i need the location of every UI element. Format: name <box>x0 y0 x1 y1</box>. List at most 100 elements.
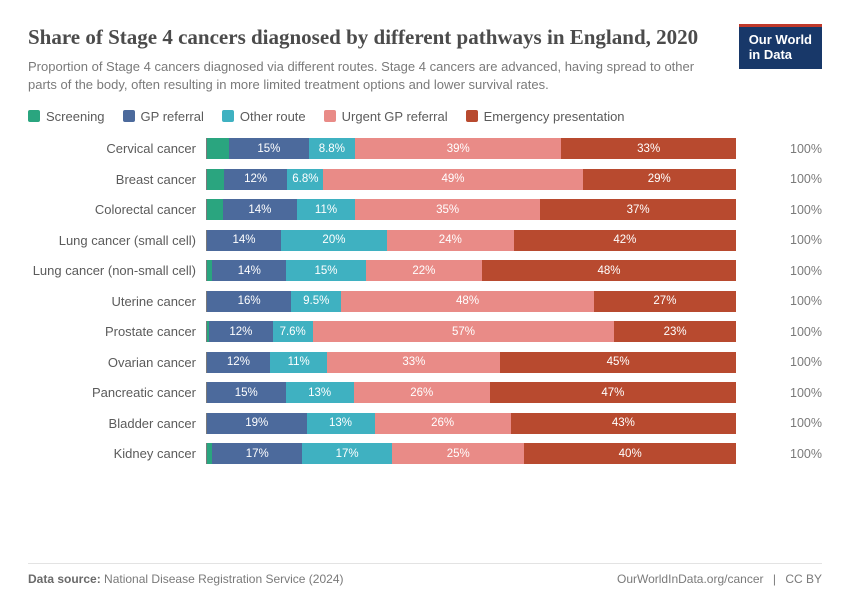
row-label: Colorectal cancer <box>28 202 206 217</box>
legend-swatch <box>324 110 336 122</box>
bar-segment-other: 13% <box>286 382 354 403</box>
bar-segment-urgent: 57% <box>313 321 615 342</box>
bar-segment-other: 11% <box>297 199 355 220</box>
stacked-bar: 12%7.6%57%23% <box>206 321 736 342</box>
stacked-bar: 12%6.8%49%29% <box>206 169 736 190</box>
chart-row: Kidney cancer17%17%25%40%100% <box>28 439 822 470</box>
bar-segment-other: 6.8% <box>287 169 323 190</box>
bar-area: 14%15%22%48% <box>206 260 772 281</box>
bar-segment-screening <box>207 138 229 159</box>
title-block: Share of Stage 4 cancers diagnosed by di… <box>28 24 739 95</box>
chart-title: Share of Stage 4 cancers diagnosed by di… <box>28 24 719 50</box>
bar-segment-gp: 16% <box>207 291 291 312</box>
bar-segment-emergency: 48% <box>482 260 736 281</box>
chart-subtitle: Proportion of Stage 4 cancers diagnosed … <box>28 58 719 94</box>
header: Share of Stage 4 cancers diagnosed by di… <box>28 24 822 95</box>
row-total: 100% <box>772 447 822 461</box>
bar-area: 15%8.8%39%33% <box>206 138 772 159</box>
stacked-bar-chart: Cervical cancer15%8.8%39%33%100%Breast c… <box>28 134 822 470</box>
bar-segment-gp: 15% <box>229 138 308 159</box>
logo-line-1: Our World <box>749 33 812 48</box>
legend-label: Other route <box>240 109 306 124</box>
chart-row: Colorectal cancer14%11%35%37%100% <box>28 195 822 226</box>
chart-row: Lung cancer (small cell)14%20%24%42%100% <box>28 225 822 256</box>
row-total: 100% <box>772 203 822 217</box>
row-label: Bladder cancer <box>28 416 206 431</box>
stacked-bar: 16%9.5%48%27% <box>206 291 736 312</box>
bar-area: 19%13%26%43% <box>206 413 772 434</box>
source-label: Data source: <box>28 572 101 586</box>
bar-segment-gp: 12% <box>207 352 270 373</box>
row-label: Uterine cancer <box>28 294 206 309</box>
bar-segment-other: 17% <box>302 443 392 464</box>
row-label: Pancreatic cancer <box>28 385 206 400</box>
bar-segment-emergency: 37% <box>540 199 736 220</box>
chart-row: Pancreatic cancer15%13%26%47%100% <box>28 378 822 409</box>
bar-segment-urgent: 22% <box>366 260 482 281</box>
bar-segment-gp: 14% <box>223 199 297 220</box>
license: CC BY <box>785 572 822 586</box>
bar-area: 17%17%25%40% <box>206 443 772 464</box>
bar-segment-other: 11% <box>270 352 328 373</box>
legend-item: Urgent GP referral <box>324 109 448 124</box>
bar-area: 12%7.6%57%23% <box>206 321 772 342</box>
bar-segment-gp: 19% <box>207 413 307 434</box>
bar-segment-emergency: 42% <box>514 230 736 251</box>
chart-row: Breast cancer12%6.8%49%29% 100% <box>28 164 822 195</box>
legend-label: Screening <box>46 109 105 124</box>
stacked-bar: 14%15%22%48% <box>206 260 736 281</box>
bar-segment-screening <box>207 199 223 220</box>
legend-label: Emergency presentation <box>484 109 625 124</box>
row-label: Breast cancer <box>28 172 206 187</box>
legend-item: Emergency presentation <box>466 109 625 124</box>
row-total: 100% <box>772 416 822 430</box>
bar-segment-emergency: 40% <box>524 443 736 464</box>
row-total: 100% <box>772 142 822 156</box>
chart-row: Prostate cancer12%7.6%57%23%100% <box>28 317 822 348</box>
bar-area: 14%20%24%42% <box>206 230 772 251</box>
row-total: 100% <box>772 264 822 278</box>
bar-segment-screening <box>207 169 224 190</box>
chart-row: Cervical cancer15%8.8%39%33% 100% <box>28 134 822 165</box>
bar-segment-other: 7.6% <box>273 321 313 342</box>
bar-segment-emergency: 33% <box>561 138 736 159</box>
stacked-bar: 19%13%26%43% <box>206 413 736 434</box>
data-source: Data source: National Disease Registrati… <box>28 572 344 586</box>
bar-area: 14%11%35%37% <box>206 199 772 220</box>
bar-segment-other: 20% <box>281 230 387 251</box>
legend: Screening GP referral Other route Urgent GP… <box>28 109 822 124</box>
legend-label: Urgent GP referral <box>342 109 448 124</box>
row-label: Cervical cancer <box>28 141 206 156</box>
bar-area: 15%13%26%47% <box>206 382 772 403</box>
legend-item: Screening <box>28 109 105 124</box>
chart-row: Uterine cancer16%9.5%48%27% 100% <box>28 286 822 317</box>
bar-segment-urgent: 35% <box>355 199 540 220</box>
stacked-bar: 15%8.8%39%33% <box>206 138 736 159</box>
bar-segment-urgent: 26% <box>354 382 490 403</box>
bar-segment-urgent: 26% <box>375 413 511 434</box>
legend-swatch <box>28 110 40 122</box>
row-total: 100% <box>772 172 822 186</box>
row-label: Kidney cancer <box>28 446 206 461</box>
legend-swatch <box>222 110 234 122</box>
bar-area: 16%9.5%48%27% <box>206 291 772 312</box>
legend-item: GP referral <box>123 109 204 124</box>
bar-segment-gp: 17% <box>212 443 302 464</box>
row-total: 100% <box>772 294 822 308</box>
owid-logo: Our World in Data <box>739 24 822 69</box>
bar-segment-other: 8.8% <box>309 138 356 159</box>
legend-label: GP referral <box>141 109 204 124</box>
row-total: 100% <box>772 325 822 339</box>
bar-segment-gp: 12% <box>209 321 272 342</box>
row-label: Lung cancer (small cell) <box>28 233 206 248</box>
legend-swatch <box>466 110 478 122</box>
row-label: Lung cancer (non-small cell) <box>28 263 206 278</box>
stacked-bar: 14%20%24%42% <box>206 230 736 251</box>
bar-segment-gp: 14% <box>212 260 286 281</box>
row-total: 100% <box>772 355 822 369</box>
separator: | <box>773 572 776 586</box>
bar-segment-other: 13% <box>307 413 375 434</box>
bar-segment-emergency: 43% <box>511 413 736 434</box>
bar-segment-gp: 14% <box>207 230 281 251</box>
source-link: OurWorldInData.org/cancer <box>617 572 764 586</box>
